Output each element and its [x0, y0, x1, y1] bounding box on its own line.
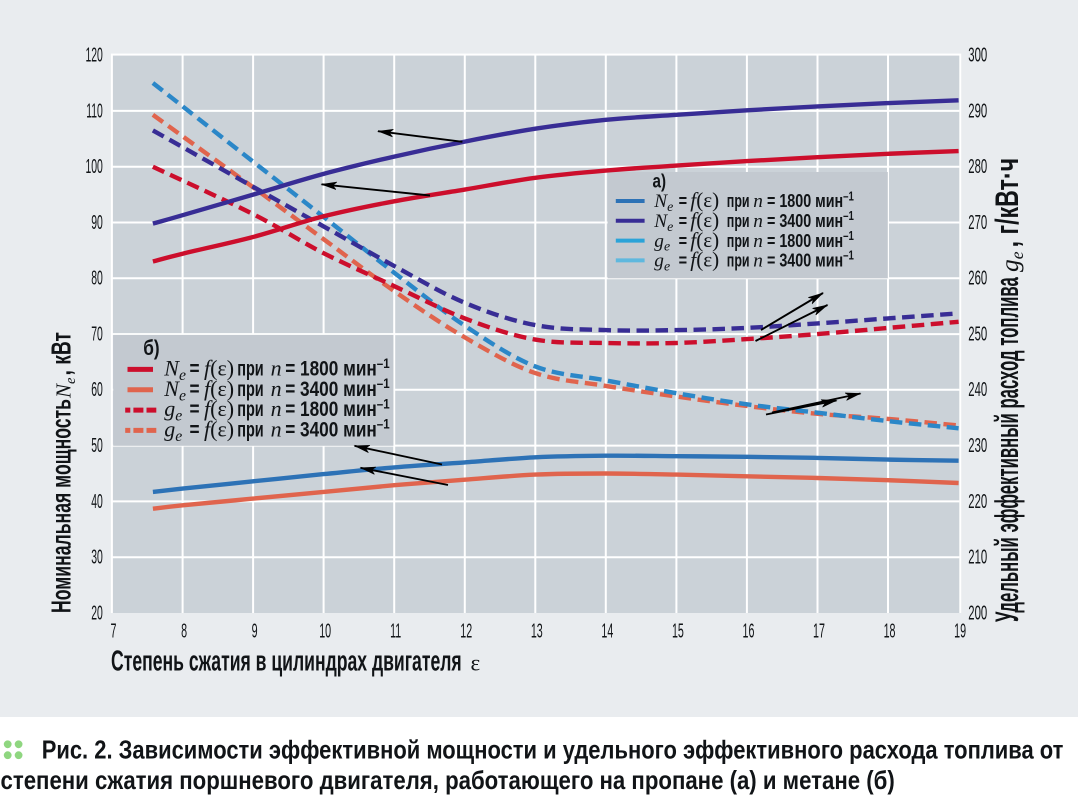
svg-text:при: при	[727, 212, 750, 232]
svg-text:= 3400 мин–1: = 3400 мин–1	[767, 250, 854, 271]
svg-text:14: 14	[601, 620, 613, 643]
svg-text:17: 17	[813, 620, 825, 643]
svg-text:16: 16	[742, 620, 754, 643]
svg-text:19: 19	[954, 620, 966, 643]
svg-text:Удельный эффективный расход то: Удельный эффективный расход топлива	[990, 277, 1025, 622]
svg-text:= 1800 мин–1: = 1800 мин–1	[285, 395, 389, 421]
svg-text:200: 200	[968, 601, 987, 625]
svg-text:n: n	[271, 417, 282, 442]
svg-text:f(ε): f(ε)	[690, 208, 719, 232]
svg-text:б): б)	[143, 336, 159, 360]
svg-text:n: n	[271, 356, 282, 381]
svg-text:8: 8	[181, 620, 187, 643]
svg-text:степени сжатия поршневого двиг: степени сжатия поршневого двигателя, раб…	[1, 766, 895, 795]
svg-text:80: 80	[91, 267, 103, 290]
svg-text:ε: ε	[471, 651, 481, 676]
svg-text:=: =	[679, 210, 688, 231]
svg-text:7: 7	[111, 620, 117, 643]
svg-text:50: 50	[91, 434, 103, 457]
svg-text:= 3400 мин–1: = 3400 мин–1	[285, 375, 389, 401]
svg-text:15: 15	[672, 620, 684, 643]
svg-text:18: 18	[884, 620, 896, 643]
svg-text:120: 120	[85, 44, 102, 67]
svg-text:100: 100	[85, 155, 102, 178]
svg-text:Степень сжатия в цилиндрах дви: Степень сжатия в цилиндрах двигателя	[111, 645, 462, 678]
svg-text:n: n	[753, 211, 763, 232]
svg-text:9: 9	[252, 620, 258, 643]
svg-text:при: при	[237, 377, 264, 400]
svg-text:=: =	[679, 190, 688, 211]
svg-text:280: 280	[968, 154, 987, 178]
svg-text:n: n	[271, 396, 282, 421]
svg-text:при: при	[727, 232, 750, 252]
svg-text:11: 11	[390, 620, 401, 643]
svg-text:при: при	[237, 398, 264, 421]
svg-text:300: 300	[968, 43, 987, 67]
svg-text:= 1800 мин–1: = 1800 мин–1	[285, 355, 389, 381]
svg-text:=: =	[679, 230, 688, 251]
svg-text:60: 60	[91, 379, 103, 402]
svg-text:13: 13	[531, 620, 543, 643]
svg-text:при: при	[727, 251, 750, 271]
svg-text:= 1800 мин–1: = 1800 мин–1	[767, 190, 854, 211]
svg-text:210: 210	[968, 545, 987, 569]
svg-text:90: 90	[91, 211, 103, 234]
svg-text:f(ε): f(ε)	[204, 396, 234, 421]
svg-text:n: n	[271, 376, 282, 401]
svg-text:f(ε): f(ε)	[204, 356, 234, 381]
svg-text:12: 12	[460, 620, 472, 643]
svg-text:=: =	[190, 378, 200, 401]
svg-text:250: 250	[968, 322, 987, 346]
svg-text:n: n	[753, 191, 763, 212]
svg-text:n: n	[753, 231, 763, 252]
svg-text:n: n	[753, 251, 763, 272]
svg-text:110: 110	[86, 100, 103, 123]
svg-text:Рис. 2. Зависимости эффективно: Рис. 2. Зависимости эффективной мощности…	[42, 736, 1064, 765]
svg-text:а): а)	[653, 170, 667, 192]
svg-text:при: при	[237, 357, 264, 380]
svg-text:, г/кВт·ч: , г/кВт·ч	[989, 158, 1025, 247]
svg-text:10: 10	[319, 620, 331, 643]
svg-text:f(ε): f(ε)	[690, 248, 719, 272]
svg-text:=: =	[190, 399, 200, 422]
svg-text:f(ε): f(ε)	[204, 376, 234, 401]
svg-text:Номинальная мощность: Номинальная мощность	[45, 399, 76, 613]
svg-text:240: 240	[968, 378, 987, 402]
svg-text:=: =	[679, 250, 688, 271]
svg-text:при: при	[237, 418, 264, 441]
svg-text:= 1800 мин–1: = 1800 мин–1	[767, 230, 854, 251]
svg-text:40: 40	[91, 490, 103, 513]
svg-text:f(ε): f(ε)	[204, 417, 234, 442]
svg-text:=: =	[190, 358, 200, 381]
svg-text:, кВт: , кВт	[46, 332, 78, 376]
svg-text:при: при	[727, 192, 750, 212]
svg-text:= 3400 мин–1: = 3400 мин–1	[285, 416, 389, 442]
svg-text:=: =	[190, 419, 200, 442]
svg-text:30: 30	[91, 546, 103, 569]
svg-text:230: 230	[968, 433, 987, 457]
svg-text:260: 260	[968, 266, 987, 290]
svg-text:20: 20	[91, 602, 103, 625]
svg-text:f(ε): f(ε)	[690, 188, 719, 212]
svg-text:270: 270	[968, 210, 987, 234]
svg-text:220: 220	[968, 489, 987, 513]
svg-text:= 3400 мин–1: = 3400 мин–1	[767, 210, 854, 231]
svg-text:290: 290	[968, 99, 987, 123]
svg-text:f(ε): f(ε)	[690, 228, 719, 252]
svg-text:70: 70	[91, 323, 103, 346]
